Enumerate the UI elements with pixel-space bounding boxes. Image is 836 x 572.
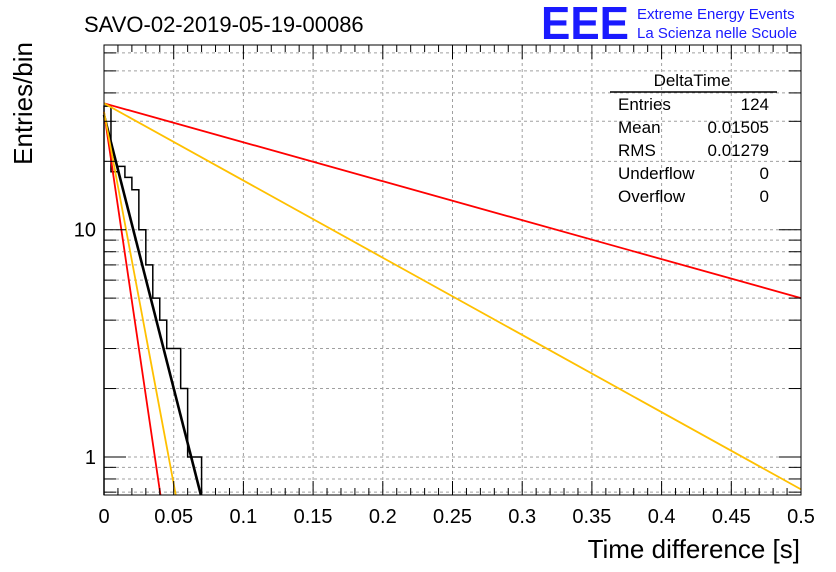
x-tick-label: 0.2 xyxy=(369,506,397,528)
stats-label-entries: Entries xyxy=(618,95,671,114)
stats-value-mean: 0.01505 xyxy=(708,118,769,137)
axis-ticks: 0 0.05 0.1 0.15 0.2 0.25 0.3 0.35 0.4 0.45 0.5 1 10 xyxy=(74,45,815,528)
x-tick-label: 0.5 xyxy=(787,506,815,528)
x-tick-label: 0.05 xyxy=(154,506,193,528)
y-tick-label: 1 xyxy=(85,447,96,469)
y-axis-label: Entries/bin xyxy=(8,42,38,165)
stats-value-entries: 124 xyxy=(741,95,769,114)
eee-logo-line1: Extreme Energy Events xyxy=(637,6,795,23)
fit-line xyxy=(103,111,162,496)
x-axis-label: Time difference [s] xyxy=(588,534,800,564)
fit-line xyxy=(102,114,203,496)
x-tick-label: 0.35 xyxy=(572,506,611,528)
fit-line xyxy=(103,102,802,299)
x-tick-label: 0.15 xyxy=(294,506,333,528)
fit-lines xyxy=(102,102,802,496)
stats-label-rms: RMS xyxy=(618,141,656,160)
x-tick-label: 0.1 xyxy=(229,506,257,528)
eee-logo-mark: EEE xyxy=(541,0,629,49)
fit-line xyxy=(103,111,177,496)
grid-lines xyxy=(104,45,801,495)
stats-box: DeltaTime Entries 124 Mean 0.01505 RMS 0… xyxy=(610,71,777,206)
x-tick-label: 0 xyxy=(98,506,109,528)
y-tick-label: 10 xyxy=(74,220,96,242)
fit-line xyxy=(103,102,802,491)
stats-value-underflow: 0 xyxy=(760,164,769,183)
stats-label-underflow: Underflow xyxy=(618,164,695,183)
x-tick-label: 0.25 xyxy=(433,506,472,528)
chart-title: SAVO-02-2019-05-19-00086 xyxy=(84,12,364,37)
eee-logo-line2: La Scienza nelle Scuole xyxy=(637,25,797,42)
stats-value-rms: 0.01279 xyxy=(708,141,769,160)
stats-label-overflow: Overflow xyxy=(618,187,686,206)
stats-title: DeltaTime xyxy=(654,71,731,90)
stats-label-mean: Mean xyxy=(618,118,661,137)
x-tick-label: 0.3 xyxy=(508,506,536,528)
x-tick-label: 0.45 xyxy=(712,506,751,528)
x-tick-label: 0.4 xyxy=(648,506,676,528)
stats-value-overflow: 0 xyxy=(760,187,769,206)
eee-logo: EEE Extreme Energy Events La Scienza nel… xyxy=(541,0,797,49)
